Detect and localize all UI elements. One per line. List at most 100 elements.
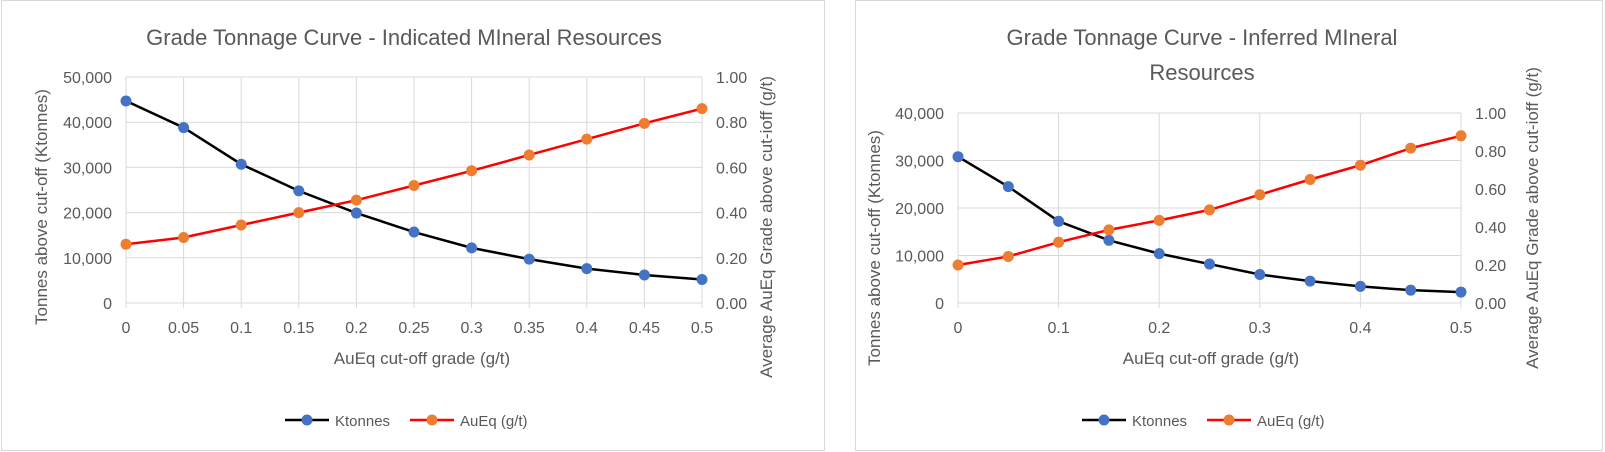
data-point-aueq [1405,142,1417,154]
x-tick-label: 0.4 [1349,320,1371,337]
x-tick-label: 0.3 [1249,320,1271,337]
data-point-aueq [1002,250,1014,262]
tick-labels: 010,00020,00030,00040,0000.000.200.400.6… [895,106,1506,337]
legend-marker-ktonnes [301,414,313,426]
legend-label-aueq: AuEq (g/t) [1257,413,1325,430]
data-point-ktonnes [523,253,535,265]
y-tick-label: 0 [103,296,112,313]
data-point-ktonnes [235,158,247,170]
y-tick-label: 20,000 [895,201,944,218]
y-tick-label: 30,000 [895,154,944,171]
data-point-aueq [1455,130,1467,142]
chart-title-line-1: Grade Tonnage Curve - Inferred MIneral [1007,25,1398,50]
data-point-aueq [350,194,362,206]
legend-label-aueq: AuEq (g/t) [460,413,528,430]
chart-title-line-2: Resources [1149,60,1254,85]
x-tick-label: 0 [122,320,131,337]
x-tick-label: 0.2 [1148,320,1170,337]
data-point-ktonnes [350,207,362,219]
y2-tick-label: 0.00 [716,296,747,313]
data-point-aueq [638,117,650,129]
y-tick-label: 0 [935,296,944,313]
data-point-ktonnes [178,122,190,134]
data-point-aueq [466,165,478,177]
x-tick-label: 0.1 [230,320,252,337]
data-point-ktonnes [1304,275,1316,287]
data-point-aueq [408,179,420,191]
data-point-ktonnes [1204,258,1215,270]
data-point-aueq [1304,174,1316,185]
axes [957,113,1462,308]
data-point-aueq [1254,189,1266,201]
y2-tick-label: 0.60 [716,160,747,177]
y2-tick-label: 0.80 [1475,144,1506,161]
y-axis-label: Tonnes above cut-off (Ktonnes) [865,130,884,366]
data-point-aueq [293,207,305,219]
y2-tick-label: 0.40 [716,206,747,223]
data-point-aueq [1204,204,1215,216]
y2-tick-label: 1.00 [716,70,747,87]
chart-panel-indicated: Grade Tonnage Curve - Indicated MIneral … [1,0,825,451]
legend-marker-aueq [426,414,438,426]
x-tick-label: 0.1 [1047,320,1069,337]
data-point-ktonnes [120,95,132,107]
y-tick-label: 30,000 [63,160,112,177]
x-tick-label: 0.4 [576,320,598,337]
y-tick-label: 10,000 [63,251,112,268]
y2-tick-label: 0.00 [1475,296,1506,313]
legend-label-ktonnes: Ktonnes [1132,413,1187,430]
y-tick-label: 40,000 [63,115,112,132]
y-tick-label: 50,000 [63,70,112,87]
data-point-ktonnes [1354,280,1366,292]
x-tick-label: 0 [954,320,963,337]
x-tick-label: 0.25 [398,320,429,337]
legend: Ktonnes AuEq (g/t) [1082,413,1325,430]
x-tick-label: 0.05 [168,320,199,337]
data-point-ktonnes [638,269,650,281]
y2-tick-label: 0.40 [1475,220,1506,237]
data-point-aueq [120,238,132,250]
data-point-ktonnes [581,263,593,275]
data-point-aueq [581,133,593,145]
x-tick-label: 0.3 [460,320,482,337]
data-point-aueq [235,219,247,231]
axes [125,77,703,308]
x-tick-label: 0.15 [283,320,314,337]
data-point-aueq [1354,159,1366,171]
data-point-aueq [696,103,708,115]
data-point-ktonnes [1053,215,1065,227]
data-point-ktonnes [1002,181,1014,193]
y-tick-label: 20,000 [63,206,112,223]
chart-panel-inferred: Grade Tonnage Curve - Inferred MIneral R… [855,0,1603,451]
data-point-ktonnes [1103,234,1115,246]
data-point-ktonnes [952,151,964,163]
y2-tick-label: 0.60 [1475,182,1506,199]
legend-marker-aueq [1223,414,1235,426]
series-line-aueq [957,134,1462,267]
legend-label-ktonnes: Ktonnes [335,413,390,430]
data-point-aueq [952,259,964,271]
tick-labels: 010,00020,00030,00040,00050,0000.000.200… [63,70,747,337]
y2-tick-label: 0.20 [1475,258,1506,275]
series-group [120,95,708,285]
chart-indicated: Grade Tonnage Curve - Indicated MIneral … [32,25,776,430]
x-tick-label: 0.2 [345,320,367,337]
data-point-ktonnes [1153,248,1165,260]
data-point-ktonnes [1254,269,1266,280]
data-point-aueq [1103,224,1115,236]
data-point-ktonnes [293,185,305,197]
y2-tick-label: 0.80 [716,115,747,132]
data-point-aueq [1153,214,1165,226]
y2-tick-label: 1.00 [1475,106,1506,123]
data-point-aueq [178,231,190,243]
series-group [952,130,1467,298]
y-axis-label: Tonnes above cut-off (Ktonnes) [32,89,51,325]
y2-axis-label: Average AuEq Grade above cut-ioff (g/t) [757,76,776,378]
chart-title: Grade Tonnage Curve - Indicated MIneral … [146,25,662,50]
data-point-ktonnes [1455,286,1467,298]
data-point-aueq [1053,236,1065,248]
x-tick-label: 0.5 [1450,320,1472,337]
x-axis-label: AuEq cut-off grade (g/t) [334,349,510,368]
y2-tick-label: 0.20 [716,251,747,268]
y-tick-label: 40,000 [895,106,944,123]
